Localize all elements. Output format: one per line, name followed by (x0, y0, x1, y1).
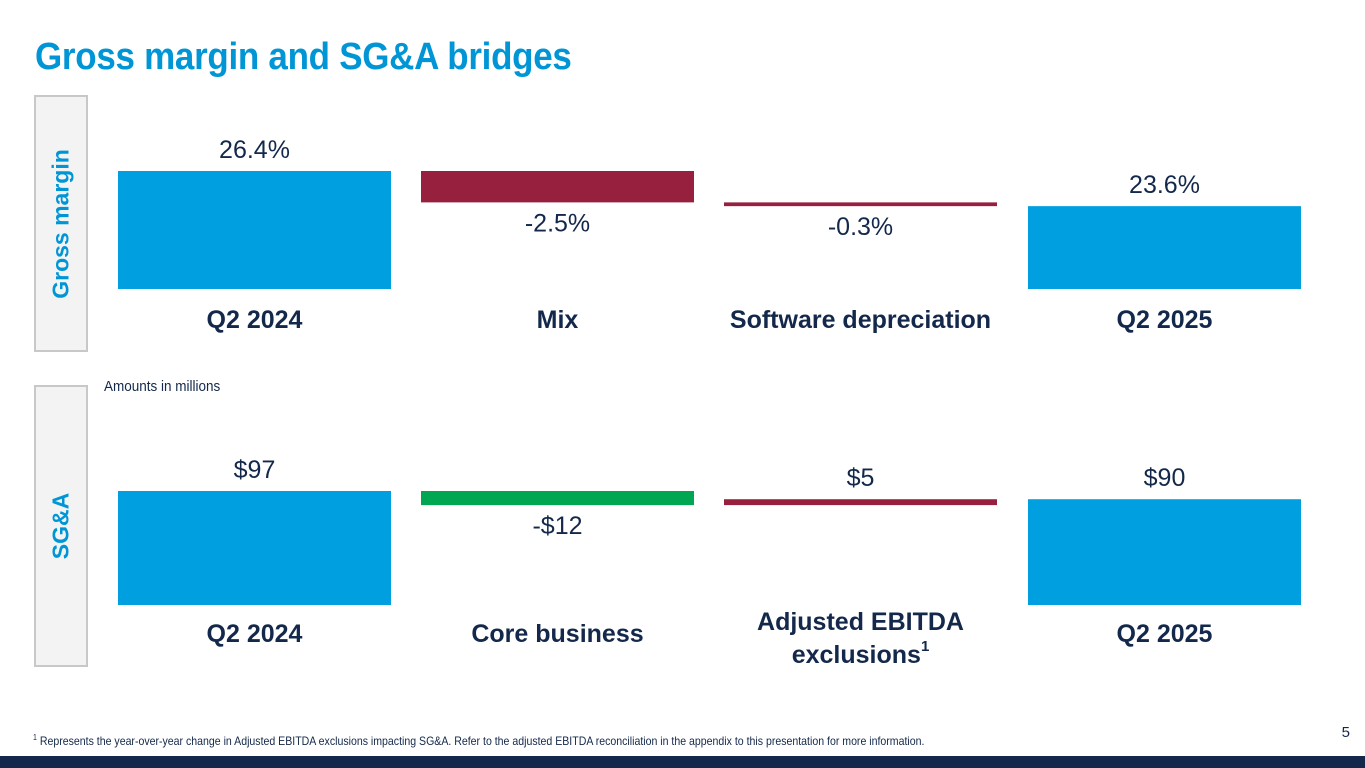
category-label: Q2 2024 (207, 306, 303, 334)
data-label: 23.6% (1129, 171, 1200, 199)
gross-margin-section-label-box: Gross margin (34, 95, 88, 352)
category-label: Software depreciation (730, 306, 991, 334)
category-label: Q2 2024 (207, 620, 303, 648)
data-label: 26.4% (219, 136, 290, 164)
category-label: Adjusted EBITDA exclusions1 (757, 608, 964, 669)
data-label: -0.3% (828, 213, 893, 241)
data-label: -$12 (532, 512, 582, 540)
sga-units-note: Amounts in millions (104, 378, 221, 395)
data-label: $90 (1144, 464, 1186, 492)
category-label: Mix (537, 306, 579, 334)
data-label: -2.5% (525, 209, 590, 237)
category-label: Q2 2025 (1117, 620, 1213, 648)
category-label: Core business (471, 620, 643, 648)
slide-title: Gross margin and SG&A bridges (35, 36, 572, 78)
sga-bridge-chart: $97 Q2 2024 -$12 Core business $5 Adjusted EB… (118, 456, 1301, 669)
footer-bar (0, 756, 1365, 768)
bar-q2-2024 (118, 171, 391, 289)
page-number: 5 (1341, 724, 1350, 741)
data-label: $97 (234, 456, 276, 484)
footnote-marker: 1 (33, 733, 37, 742)
bar-q2-2025 (1028, 206, 1301, 289)
bar-adjusted-ebitda-exclusions (724, 499, 997, 506)
bar-mix (421, 171, 694, 203)
gross-margin-bridge-chart: 26.4% Q2 2024 -2.5% Mix -0.3% Software deprec… (118, 136, 1301, 334)
data-label: $5 (847, 464, 875, 492)
bar-core-business (421, 491, 694, 506)
footnote-text: Represents the year-over-year change in … (39, 734, 925, 748)
category-label: Q2 2025 (1117, 306, 1213, 334)
footnote: 1 Represents the year-over-year change i… (33, 733, 924, 748)
sga-section-label-box: SG&A (34, 385, 88, 667)
bar-q2-2024 (118, 491, 391, 605)
bar-q2-2025 (1028, 499, 1301, 605)
bar-software-depreciation (724, 202, 997, 207)
